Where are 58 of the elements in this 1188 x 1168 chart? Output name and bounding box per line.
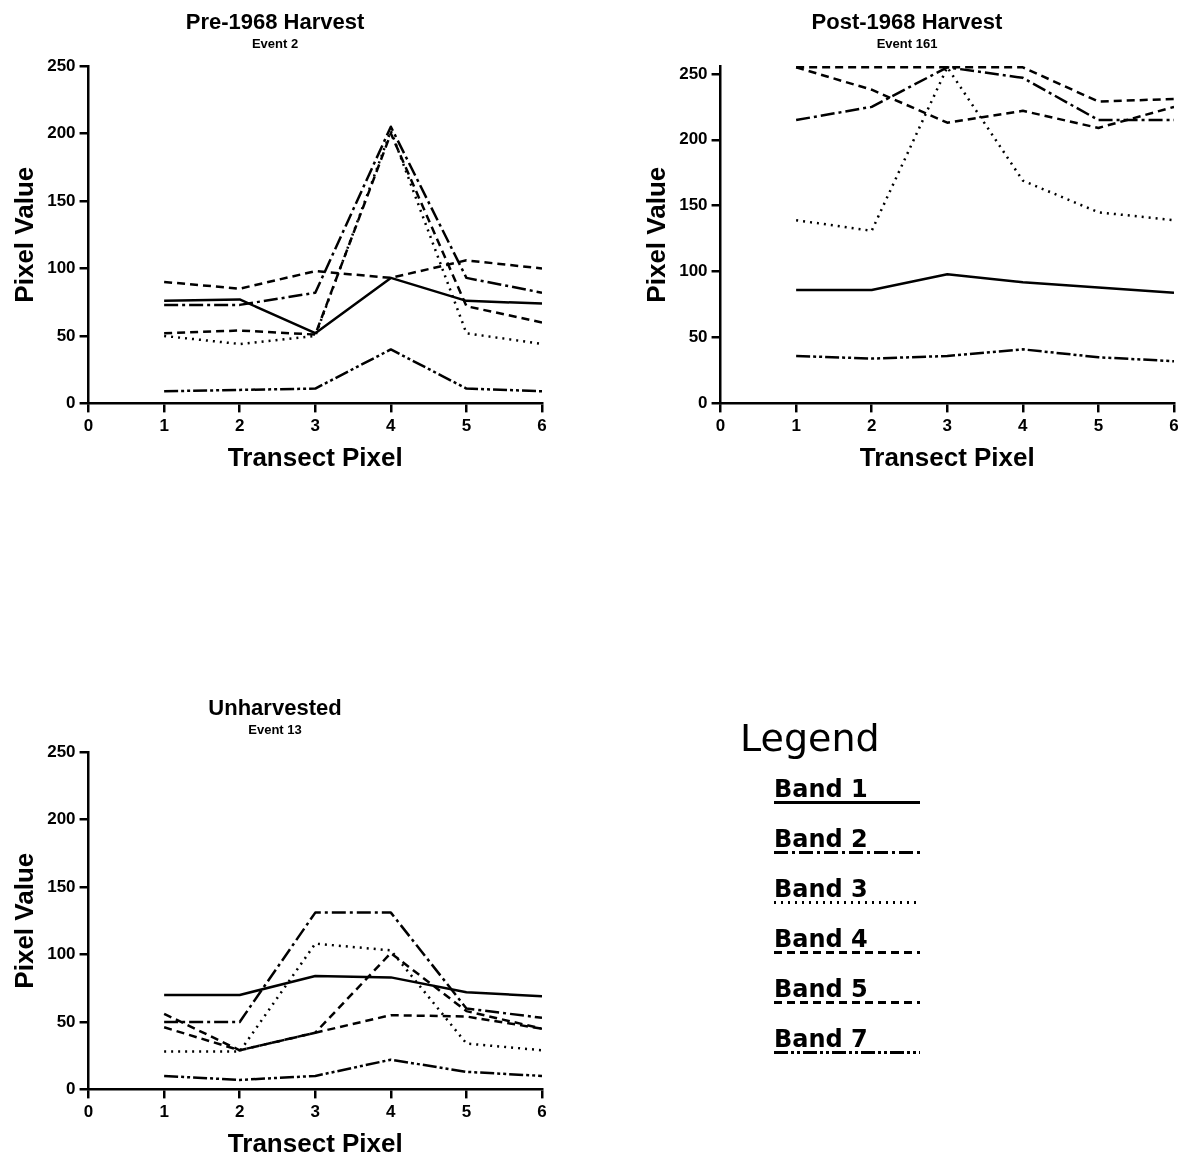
x-tick-label: 4 [386, 1102, 397, 1122]
x-tick-label: 2 [234, 1102, 245, 1122]
x-tick-label: 2 [866, 416, 877, 436]
y-tick-label: 250 [47, 55, 76, 75]
y-tick-label: 0 [66, 1079, 76, 1099]
x-tick-label: 0 [715, 416, 726, 436]
legend-label: Band 2 [774, 825, 868, 853]
x-tick-label: 1 [159, 1102, 169, 1122]
chart-title: Post-1968 Harvest [811, 9, 1004, 35]
y-axis-title: Pixel Value [8, 166, 39, 303]
y-tick-label: 0 [698, 393, 708, 413]
y-tick-label: 200 [47, 809, 76, 829]
x-axis-title: Transect Pixel [859, 441, 1035, 472]
x-tick-label: 6 [537, 416, 547, 436]
legend-title: Legend [740, 716, 881, 760]
y-tick-label: 200 [679, 129, 708, 149]
x-tick-label: 4 [386, 416, 397, 436]
y-axis-title: Pixel Value [640, 166, 671, 303]
y-tick-label: 150 [47, 190, 76, 210]
x-tick-label: 6 [1169, 416, 1179, 436]
y-tick-label: 0 [66, 393, 76, 413]
y-tick-label: 100 [679, 261, 708, 281]
x-axis-title: Transect Pixel [227, 441, 403, 472]
x-axis-title: Transect Pixel [227, 1127, 403, 1158]
y-tick-label: 200 [47, 123, 76, 143]
chart-subtitle: Event 161 [876, 35, 938, 51]
chart-subtitle: Event 2 [251, 35, 299, 51]
y-tick-label: 50 [56, 325, 76, 345]
y-tick-label: 150 [679, 195, 708, 215]
y-tick-label: 250 [47, 741, 76, 761]
x-tick-label: 2 [234, 416, 245, 436]
x-tick-label: 5 [1093, 416, 1104, 436]
y-axis-title: Pixel Value [8, 852, 39, 989]
x-tick-label: 0 [83, 416, 94, 436]
legend-label: Band 5 [774, 975, 868, 1003]
x-tick-label: 1 [791, 416, 801, 436]
x-tick-label: 3 [310, 416, 321, 436]
x-tick-label: 4 [1018, 416, 1029, 436]
x-tick-label: 0 [83, 1102, 94, 1122]
chart-subtitle: Event 13 [248, 721, 302, 737]
chart-title: Unharvested [208, 695, 342, 721]
y-tick-label: 50 [56, 1011, 76, 1031]
y-tick-label: 100 [47, 258, 76, 278]
legend-label: Band 4 [774, 925, 868, 953]
legend-label: Band 3 [774, 875, 868, 903]
x-tick-label: 3 [310, 1102, 321, 1122]
y-tick-label: 100 [47, 944, 76, 964]
chart-title: Pre-1968 Harvest [185, 9, 365, 35]
legend-label: Band 1 [774, 775, 868, 803]
y-tick-label: 150 [47, 876, 76, 896]
y-tick-label: 50 [688, 327, 708, 347]
x-tick-label: 1 [159, 416, 169, 436]
x-tick-label: 6 [537, 1102, 547, 1122]
legend-label: Band 7 [774, 1025, 868, 1053]
x-tick-label: 3 [942, 416, 953, 436]
x-tick-label: 5 [461, 1102, 472, 1122]
x-tick-label: 5 [461, 416, 472, 436]
y-tick-label: 250 [679, 63, 708, 83]
